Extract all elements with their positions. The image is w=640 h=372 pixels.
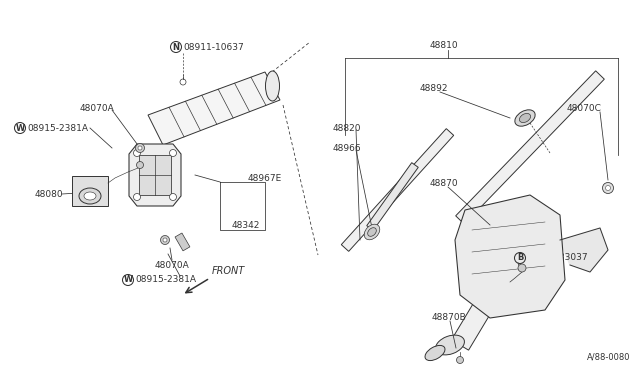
- Text: N: N: [173, 42, 179, 51]
- Circle shape: [605, 186, 611, 190]
- Text: W: W: [15, 124, 24, 132]
- Bar: [139, 155, 171, 195]
- Text: 48080: 48080: [35, 189, 63, 199]
- Text: 48870: 48870: [430, 179, 459, 187]
- Text: 08911-10637: 08911-10637: [183, 42, 244, 51]
- Circle shape: [163, 238, 167, 242]
- Circle shape: [161, 235, 170, 244]
- Text: 08126-83037: 08126-83037: [527, 253, 588, 263]
- Text: 48070C: 48070C: [567, 103, 602, 112]
- Circle shape: [136, 144, 145, 153]
- Polygon shape: [367, 163, 419, 230]
- Text: 48870B: 48870B: [432, 314, 467, 323]
- Text: 48810: 48810: [430, 41, 459, 49]
- Text: FRONT: FRONT: [212, 266, 245, 276]
- Ellipse shape: [364, 224, 380, 240]
- Text: W: W: [124, 276, 132, 285]
- Ellipse shape: [79, 188, 101, 204]
- Circle shape: [134, 193, 141, 201]
- Text: 08915-2381A: 08915-2381A: [27, 124, 88, 132]
- Polygon shape: [451, 290, 499, 350]
- Text: 48967E: 48967E: [248, 173, 282, 183]
- Ellipse shape: [436, 335, 465, 355]
- Ellipse shape: [368, 228, 376, 236]
- Polygon shape: [129, 144, 181, 206]
- Circle shape: [456, 356, 463, 363]
- Circle shape: [170, 150, 177, 157]
- Text: 48070A: 48070A: [80, 103, 115, 112]
- Circle shape: [170, 193, 177, 201]
- Polygon shape: [148, 72, 280, 145]
- Ellipse shape: [515, 110, 535, 126]
- Circle shape: [136, 161, 143, 169]
- Text: 08915-2381A: 08915-2381A: [135, 276, 196, 285]
- Bar: [175, 233, 190, 251]
- Polygon shape: [456, 71, 604, 224]
- Text: 48892: 48892: [420, 83, 449, 93]
- Ellipse shape: [425, 346, 445, 360]
- Text: 48070A: 48070A: [155, 260, 189, 269]
- Bar: [72, 176, 108, 206]
- Text: 48342: 48342: [232, 221, 260, 230]
- Text: 48966: 48966: [333, 144, 362, 153]
- Circle shape: [138, 146, 142, 150]
- Text: A/88-0080: A/88-0080: [586, 353, 630, 362]
- Ellipse shape: [520, 113, 531, 123]
- Circle shape: [518, 264, 526, 272]
- Polygon shape: [341, 129, 454, 251]
- Polygon shape: [455, 195, 565, 318]
- Ellipse shape: [84, 192, 96, 200]
- Ellipse shape: [266, 71, 280, 101]
- Polygon shape: [560, 228, 608, 272]
- Text: 48820: 48820: [333, 124, 362, 132]
- Text: B: B: [517, 253, 523, 263]
- Circle shape: [602, 183, 614, 193]
- Circle shape: [134, 150, 141, 157]
